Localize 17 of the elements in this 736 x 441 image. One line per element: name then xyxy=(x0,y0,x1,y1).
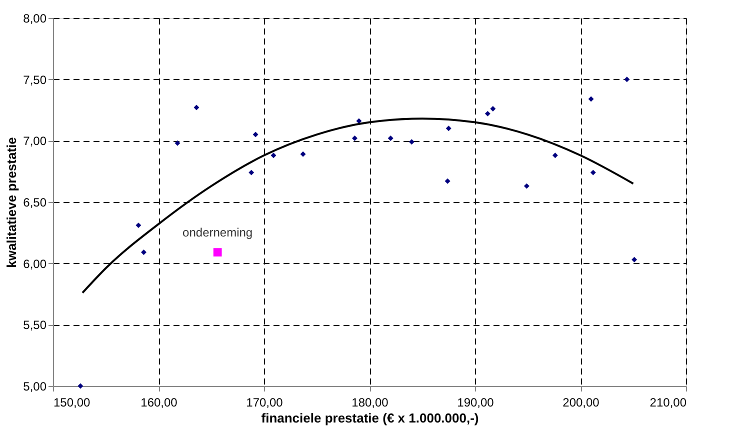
series-label: onderneming xyxy=(182,225,253,240)
y-axis-title: kwalitatieve prestatie xyxy=(4,137,20,268)
y-tick-label: 6,00 xyxy=(23,256,47,271)
y-tick-label: 7,50 xyxy=(23,72,47,87)
x-axis-title: financiele prestatie (€ x 1.000.000,-) xyxy=(261,410,479,426)
x-tick-label: 180,00 xyxy=(352,396,389,410)
x-tick-label: 160,00 xyxy=(140,396,178,410)
y-tick-label: 6,50 xyxy=(23,196,47,210)
x-tick-label: 150,00 xyxy=(54,396,91,410)
y-tick-label: 7,00 xyxy=(23,134,47,148)
x-tick-label: 190,00 xyxy=(457,396,494,410)
y-tick-label: 5,00 xyxy=(23,380,47,394)
y-tick-label: 5,50 xyxy=(23,318,47,332)
y-tick-label: 8,00 xyxy=(23,12,47,26)
x-tick-label: 210,00 xyxy=(650,396,687,410)
x-tick-label: 170,00 xyxy=(246,396,284,410)
x-tick-label: 200,00 xyxy=(562,396,600,410)
